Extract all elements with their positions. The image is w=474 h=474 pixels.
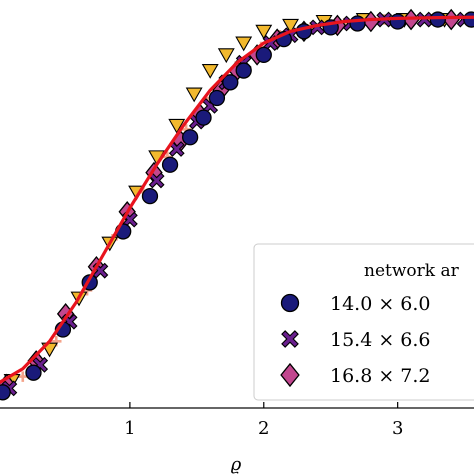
legend-marker-circle — [280, 293, 300, 313]
data-point-circle — [222, 74, 239, 91]
data-point-triangle-down — [282, 18, 300, 34]
data-point-triangle-down — [217, 48, 235, 64]
legend-entries: 14.0 × 6.0 15.4 × 6.6 16.8 × 7.2 — [280, 293, 431, 388]
x-axis-ticks: 1 2 3 — [124, 402, 403, 439]
data-point-circle — [235, 62, 252, 79]
data-point-triangle-down — [255, 24, 273, 40]
data-point-x — [148, 172, 165, 189]
data-point-circle — [463, 11, 474, 28]
data-point-circle — [208, 89, 226, 107]
data-point-circle — [389, 13, 406, 30]
data-point-x — [416, 11, 433, 28]
data-point-plus — [17, 371, 29, 382]
data-point-circle — [0, 384, 11, 401]
data-point-triangle-down — [185, 87, 203, 103]
data-point-x — [168, 141, 185, 157]
data-point-circle — [255, 46, 272, 64]
legend-marker-diamond — [280, 362, 300, 388]
data-point-triangle-down — [235, 36, 253, 52]
legend: network ar 14.0 × 6.0 15.4 × 6.6 16.8 × 7.… — [253, 243, 474, 401]
data-point-circle — [25, 364, 42, 381]
data-point-circle — [181, 129, 199, 146]
data-point-circle — [195, 109, 212, 126]
data-point-circle — [429, 11, 446, 28]
axes-frame — [0, 407, 474, 409]
data-point-circle — [349, 15, 366, 32]
data-point-circle — [141, 187, 159, 205]
x-tick-label: 2 — [258, 418, 269, 439]
data-point-triangle-down — [201, 64, 219, 79]
legend-marker-x — [281, 330, 299, 348]
legend-title: network ar — [364, 261, 460, 281]
legend-entry-label: 16.8 × 7.2 — [330, 365, 431, 387]
x-tick-label: 1 — [124, 418, 135, 439]
legend-entry-label: 14.0 × 6.0 — [330, 293, 431, 315]
legend-entry-label: 15.4 × 6.6 — [330, 329, 431, 351]
x-tick-label: 3 — [392, 418, 403, 439]
fit-curve-layer — [0, 15, 474, 385]
data-point-triangle-down — [168, 118, 186, 134]
fit-curve — [0, 15, 474, 385]
x-axis-label: ϱ — [231, 454, 242, 474]
data-point-circle — [161, 156, 179, 173]
legend-box — [253, 243, 474, 401]
